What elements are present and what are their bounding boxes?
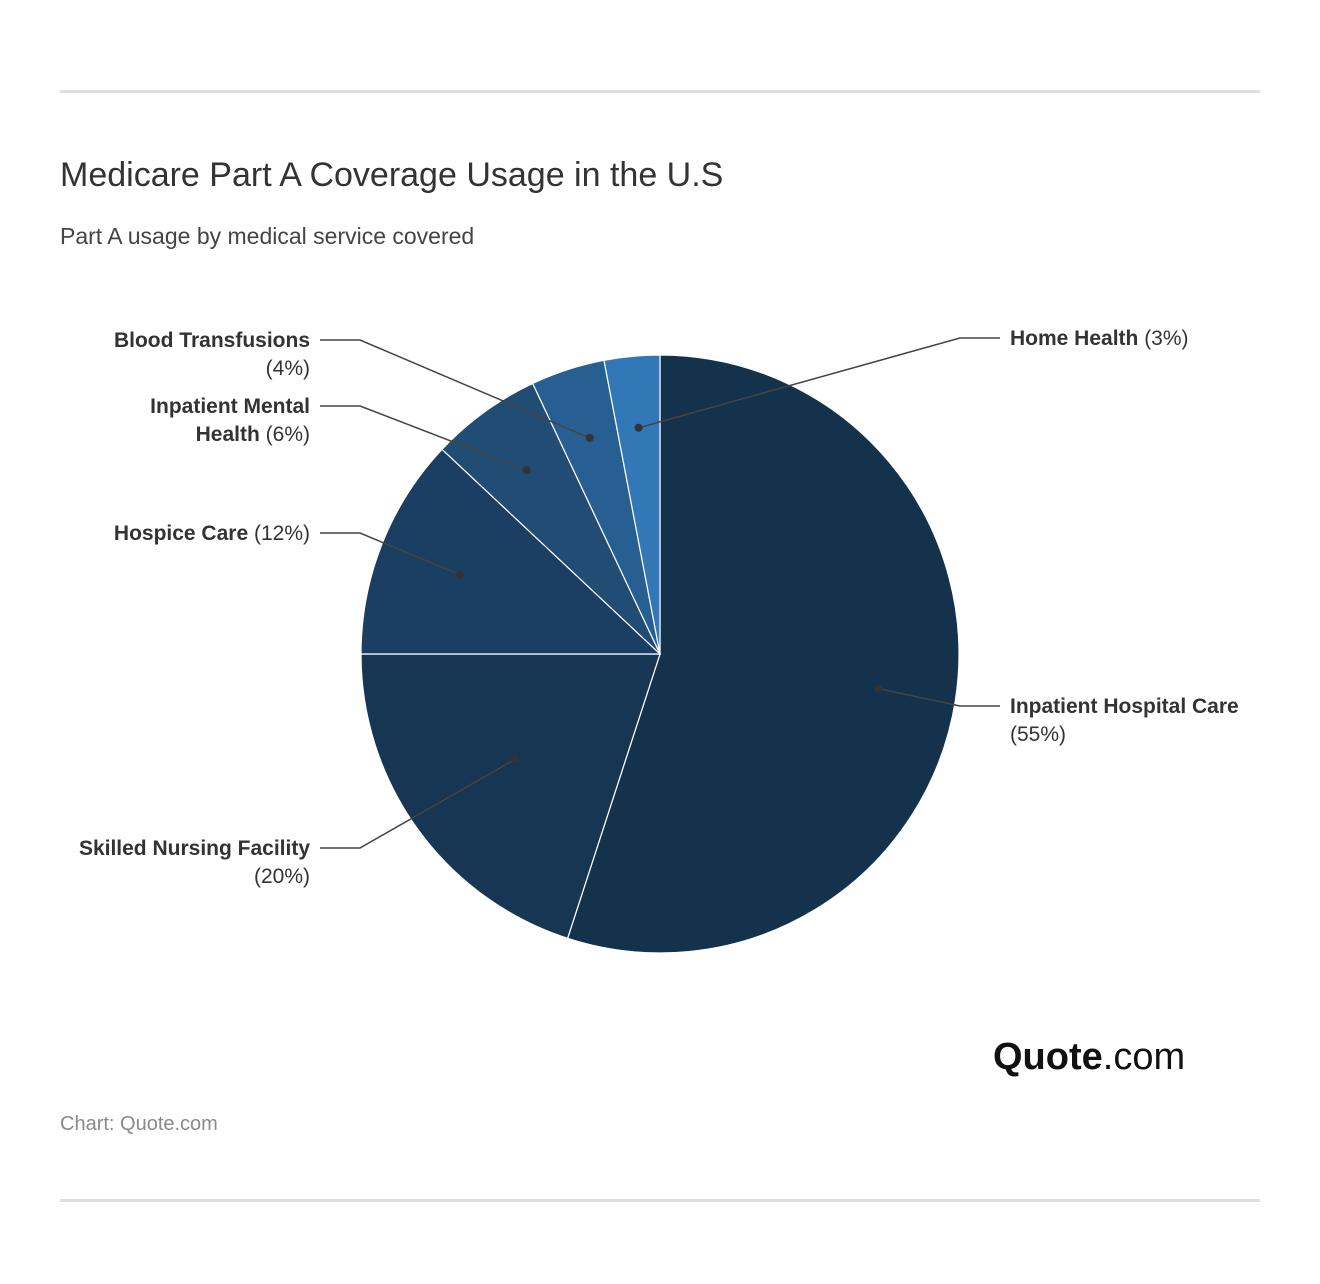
leader-line — [638, 337, 1000, 429]
slice-label-line2: (4%) — [266, 357, 310, 380]
pie-slice-inpatient-hospital-care — [566, 354, 960, 954]
leader-line — [320, 339, 591, 439]
leader-line — [878, 687, 1000, 707]
slice-label-name: Blood Transfusions — [114, 329, 310, 352]
leader-dot — [455, 570, 464, 579]
leader-dot — [585, 433, 594, 442]
leader-dot — [510, 755, 519, 764]
slice-label-name: Home Health — [1010, 327, 1138, 350]
logo-suffix: .com — [1102, 1036, 1186, 1078]
slice-label: Inpatient Hospital Care — [1010, 695, 1239, 718]
slice-label-name: Hospice Care — [114, 522, 248, 545]
logo-brand: Quote — [993, 1036, 1103, 1078]
chart-title: Medicare Part A Coverage Usage in the U.… — [60, 156, 724, 194]
slice-label-name: Inpatient Mental — [150, 395, 310, 418]
slice-label-value: (12%) — [248, 522, 310, 545]
slice-label: Blood Transfusions — [114, 329, 310, 352]
slice-label-line2: (55%) — [1010, 723, 1066, 746]
slice-label-line2: Health (6%) — [196, 423, 310, 446]
slice-label: Skilled Nursing Facility — [79, 837, 310, 860]
slice-label-value: (4%) — [266, 357, 310, 380]
slice-label: Inpatient Mental — [150, 395, 310, 418]
slice-label-value: (3%) — [1138, 327, 1188, 350]
pie-slices — [360, 354, 960, 954]
leader-line — [320, 532, 461, 576]
leader-line — [320, 405, 527, 471]
slice-label: Hospice Care (12%) — [114, 522, 310, 545]
slice-label-name: Health — [196, 423, 260, 446]
top-divider — [60, 90, 1260, 93]
chart-subtitle: Part A usage by medical service covered — [60, 223, 475, 249]
bottom-divider — [60, 1199, 1260, 1202]
quote-logo: Quote.com — [993, 1036, 1185, 1079]
leader-line — [320, 758, 516, 849]
slice-label-line2: (20%) — [254, 865, 310, 888]
leader-dot — [634, 423, 643, 432]
leader-dot — [874, 684, 883, 693]
slice-label-name: Skilled Nursing Facility — [79, 837, 310, 860]
slice-label-name: Inpatient Hospital Care — [1010, 695, 1239, 718]
leader-dot — [522, 466, 531, 475]
slice-labels: Inpatient Hospital Care (55%) Skilled Nurs… — [79, 327, 1239, 888]
slice-label: Home Health (3%) — [1010, 327, 1189, 350]
slice-label-value: (55%) — [1010, 723, 1066, 746]
chart-source: Chart: Quote.com — [60, 1113, 218, 1135]
leader-lines — [320, 337, 1000, 849]
pie-slice-skilled-nursing-facility — [360, 653, 661, 940]
pie-slice-hospice-care — [360, 448, 662, 655]
pie-slice-home-health — [603, 354, 661, 655]
slice-label-value: (20%) — [254, 865, 310, 888]
slice-label-value: (6%) — [260, 423, 310, 446]
